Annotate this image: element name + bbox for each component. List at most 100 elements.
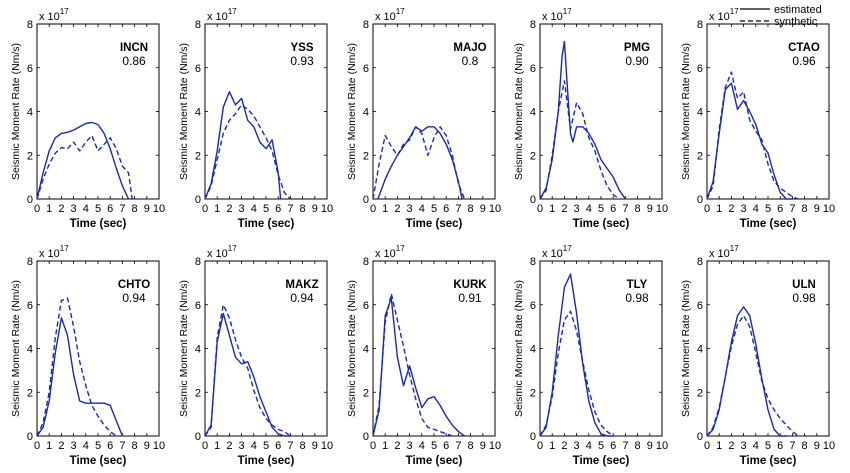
x-tick-label: 3 (407, 440, 413, 452)
x-axis-label: Time (sec) (406, 455, 463, 467)
y-tick-label: 2 (697, 387, 703, 399)
series-estimated-line (706, 82, 793, 200)
correlation-label: 0.91 (458, 291, 482, 305)
y-multiplier: x 1017 (207, 244, 237, 260)
multiplier-base: x 10 (39, 248, 60, 260)
x-tick-label: 8 (300, 203, 306, 215)
x-tick-label: 1 (214, 440, 220, 452)
x-tick-label: 1 (382, 203, 388, 215)
y-multiplier: x 1017 (375, 7, 405, 23)
x-tick-label: 0 (704, 203, 710, 215)
x-tick-label: 4 (419, 440, 425, 452)
x-tick-label: 8 (635, 203, 641, 215)
x-tick-label: 4 (586, 440, 592, 452)
x-tick-label: 5 (765, 203, 771, 215)
y-tick-label: 8 (530, 256, 536, 268)
x-axis-label: Time (sec) (238, 218, 295, 230)
series-estimated-line (706, 306, 787, 437)
x-tick-label: 0 (537, 203, 543, 215)
y-tick-label: 4 (363, 107, 369, 119)
series-synthetic-line (36, 134, 133, 200)
x-tick-label: 10 (656, 203, 668, 215)
x-tick-label: 4 (251, 203, 257, 215)
y-multiplier: x 1017 (709, 7, 739, 23)
multiplier-exponent: 17 (396, 7, 405, 16)
y-multiplier: x 1017 (542, 244, 572, 260)
x-tick-label: 5 (765, 440, 771, 452)
y-tick-label: 4 (195, 107, 201, 119)
series-synthetic-line (539, 80, 620, 200)
y-tick-label: 6 (363, 63, 369, 75)
y-tick-label: 0 (363, 431, 369, 443)
x-tick-label: 7 (287, 440, 293, 452)
y-tick-label: 6 (363, 300, 369, 312)
x-tick-label: 4 (753, 203, 759, 215)
x-tick-label: 3 (239, 440, 245, 452)
multiplier-base: x 10 (375, 11, 396, 23)
x-tick-label: 2 (58, 440, 64, 452)
y-tick-label: 6 (530, 63, 536, 75)
x-tick-label: 4 (251, 440, 257, 452)
x-tick-label: 4 (83, 440, 89, 452)
y-tick-label: 2 (363, 387, 369, 399)
x-tick-label: 0 (704, 440, 710, 452)
x-tick-label: 3 (71, 440, 77, 452)
y-tick-label: 0 (697, 431, 703, 443)
x-tick-label: 1 (549, 203, 555, 215)
x-tick-label: 9 (814, 440, 820, 452)
station-label: ULN (792, 279, 816, 291)
multiplier-base: x 10 (542, 11, 563, 23)
x-tick-label: 2 (226, 440, 232, 452)
y-tick-label: 8 (530, 19, 536, 31)
multiplier-base: x 10 (39, 11, 60, 23)
x-tick-label: 2 (226, 203, 232, 215)
multiplier-exponent: 17 (396, 244, 405, 253)
y-axis-label: Seismic Moment Rate (Nm/s) (513, 43, 525, 180)
series-estimated-line (36, 317, 124, 437)
legend-estimated-label: estimated (774, 4, 822, 16)
correlation-label: 0.94 (290, 291, 314, 305)
y-tick-label: 4 (697, 344, 703, 356)
y-tick-label: 6 (697, 63, 703, 75)
station-label: PMG (624, 42, 650, 54)
x-tick-label: 5 (95, 203, 101, 215)
x-tick-label: 10 (489, 440, 501, 452)
x-tick-label: 9 (312, 203, 318, 215)
series-synthetic-line (204, 104, 291, 200)
multiplier-exponent: 17 (228, 244, 237, 253)
legend: estimated synthetic (740, 4, 822, 28)
station-label: TLY (627, 279, 648, 291)
x-tick-label: 0 (370, 203, 376, 215)
station-label: CHTO (118, 279, 150, 291)
series-estimated-line (372, 297, 465, 437)
correlation-label: 0.93 (290, 54, 314, 68)
series-estimated-line (204, 312, 291, 437)
x-tick-label: 9 (312, 440, 318, 452)
station-label: MAKZ (285, 279, 318, 291)
x-tick-label: 4 (753, 440, 759, 452)
y-tick-label: 6 (195, 63, 201, 75)
x-tick-label: 4 (586, 203, 592, 215)
y-tick-label: 4 (363, 344, 369, 356)
x-tick-label: 4 (419, 203, 425, 215)
x-tick-label: 2 (394, 440, 400, 452)
series-synthetic-line (706, 315, 799, 437)
y-tick-label: 0 (363, 194, 369, 206)
y-tick-label: 0 (530, 194, 536, 206)
y-tick-label: 0 (697, 194, 703, 206)
x-tick-label: 5 (95, 440, 101, 452)
y-tick-label: 2 (195, 387, 201, 399)
x-tick-label: 1 (46, 440, 52, 452)
x-tick-label: 10 (321, 440, 333, 452)
x-tick-label: 7 (287, 203, 293, 215)
correlation-label: 0.90 (625, 54, 649, 68)
x-axis-label: Time (sec) (238, 455, 295, 467)
x-tick-label: 6 (610, 440, 616, 452)
y-axis-label: Seismic Moment Rate (Nm/s) (680, 43, 692, 180)
x-tick-label: 6 (443, 440, 449, 452)
